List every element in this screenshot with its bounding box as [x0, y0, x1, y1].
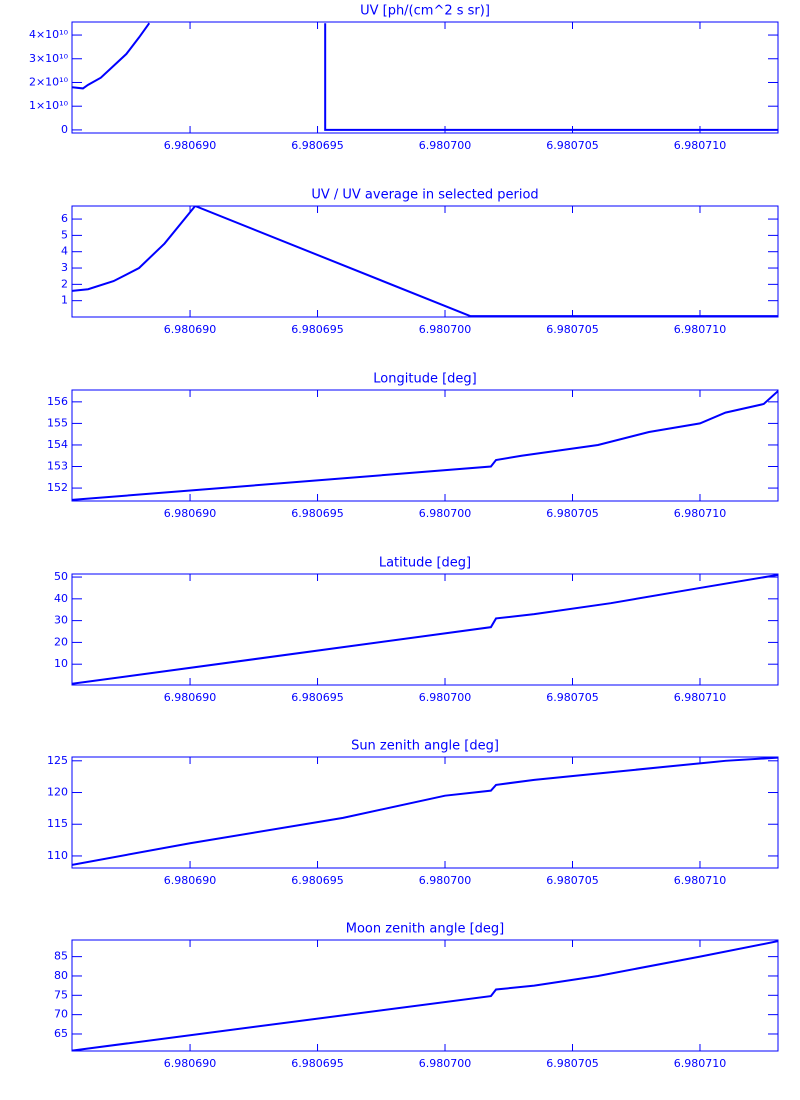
y-tick-label: 65	[54, 1027, 68, 1040]
chart-title: Latitude [deg]	[379, 556, 471, 571]
y-tick-label: 3	[61, 261, 68, 274]
chart-title: UV / UV average in selected period	[311, 188, 538, 203]
x-tick-label: 6.980705	[546, 139, 599, 152]
y-tick-label: 85	[54, 950, 68, 963]
data-line	[72, 390, 778, 501]
x-tick-label: 6.980695	[291, 323, 344, 336]
y-tick-label: 110	[47, 849, 68, 862]
y-tick-label: 155	[47, 416, 68, 429]
y-tick-label: 0	[61, 123, 68, 136]
x-tick-label: 6.980705	[546, 323, 599, 336]
x-tick-label: 6.980695	[291, 691, 344, 704]
x-tick-label: 6.980690	[164, 139, 217, 152]
y-tick-label: 50	[54, 570, 68, 583]
y-tick-label: 3×10¹⁰	[29, 52, 69, 65]
y-tick-label: 30	[54, 614, 68, 627]
plot-frame	[71, 939, 779, 1052]
x-tick-label: 6.980695	[291, 1057, 344, 1070]
x-tick-label: 6.980710	[674, 691, 727, 704]
x-tick-label: 6.980710	[674, 507, 727, 520]
panel: UV [ph/(cm^2 s sr)] 6.980690 6.980695 6.980…	[29, 4, 779, 152]
panel: Moon zenith angle [deg] 6.980690 6.980695 6…	[54, 922, 779, 1070]
plot-frame	[71, 756, 779, 869]
x-tick-label: 6.980705	[546, 691, 599, 704]
y-tick-label: 125	[47, 754, 68, 767]
y-tick-label: 2×10¹⁰	[29, 75, 69, 88]
plot-frame	[71, 389, 779, 502]
x-tick-label: 6.980690	[164, 874, 217, 887]
chart-title: Sun zenith angle [deg]	[351, 739, 499, 754]
plot-frame	[71, 21, 779, 134]
x-tick-label: 6.980705	[546, 1057, 599, 1070]
x-tick-label: 6.980695	[291, 507, 344, 520]
x-tick-label: 6.980710	[674, 139, 727, 152]
panel: UV / UV average in selected period 6.9806…	[61, 188, 779, 336]
chart-title: UV [ph/(cm^2 s sr)]	[360, 4, 490, 19]
y-tick-label: 6	[61, 212, 68, 225]
y-tick-label: 153	[47, 460, 68, 473]
y-tick-label: 1	[61, 294, 68, 307]
y-tick-label: 80	[54, 969, 68, 982]
panel: Longitude [deg] 6.980690 6.980695 6.980700 6…	[47, 372, 779, 520]
x-tick-label: 6.980700	[419, 507, 472, 520]
plot-frame	[71, 205, 779, 318]
y-tick-label: 120	[47, 786, 68, 799]
x-tick-label: 6.980700	[419, 323, 472, 336]
chart-title: Longitude [deg]	[373, 372, 476, 387]
x-tick-label: 6.980710	[674, 1057, 727, 1070]
data-line	[72, 206, 778, 317]
y-tick-label: 154	[47, 438, 68, 451]
x-tick-label: 6.980690	[164, 323, 217, 336]
y-tick-label: 5	[61, 228, 68, 241]
x-tick-label: 6.980705	[546, 507, 599, 520]
data-line	[72, 940, 778, 1051]
data-line	[72, 757, 778, 866]
panel: Sun zenith angle [deg] 6.980690 6.980695 6.…	[47, 739, 779, 887]
x-tick-label: 6.980690	[164, 691, 217, 704]
panel: Latitude [deg] 6.980690 6.980695 6.980700 6.…	[54, 556, 779, 704]
y-tick-label: 156	[47, 395, 68, 408]
x-tick-label: 6.980700	[419, 874, 472, 887]
data-line	[72, 22, 778, 131]
x-tick-label: 6.980705	[546, 874, 599, 887]
x-tick-label: 6.980690	[164, 1057, 217, 1070]
y-tick-label: 75	[54, 988, 68, 1001]
y-tick-label: 4×10¹⁰	[29, 28, 69, 41]
x-tick-label: 6.980690	[164, 507, 217, 520]
x-tick-label: 6.980700	[419, 691, 472, 704]
plot-frame	[71, 573, 779, 686]
data-line	[72, 574, 778, 685]
y-tick-label: 40	[54, 592, 68, 605]
x-tick-label: 6.980700	[419, 1057, 472, 1070]
y-tick-label: 10	[54, 657, 68, 670]
x-tick-label: 6.980710	[674, 323, 727, 336]
y-tick-label: 20	[54, 635, 68, 648]
chart-title: Moon zenith angle [deg]	[346, 922, 504, 937]
x-tick-label: 6.980700	[419, 139, 472, 152]
y-tick-label: 2	[61, 277, 68, 290]
y-tick-label: 152	[47, 481, 68, 494]
y-tick-label: 1×10¹⁰	[29, 99, 69, 112]
x-tick-label: 6.980710	[674, 874, 727, 887]
y-tick-label: 70	[54, 1008, 68, 1021]
y-tick-label: 115	[47, 817, 68, 830]
y-tick-label: 4	[61, 245, 68, 258]
x-tick-label: 6.980695	[291, 139, 344, 152]
x-tick-label: 6.980695	[291, 874, 344, 887]
